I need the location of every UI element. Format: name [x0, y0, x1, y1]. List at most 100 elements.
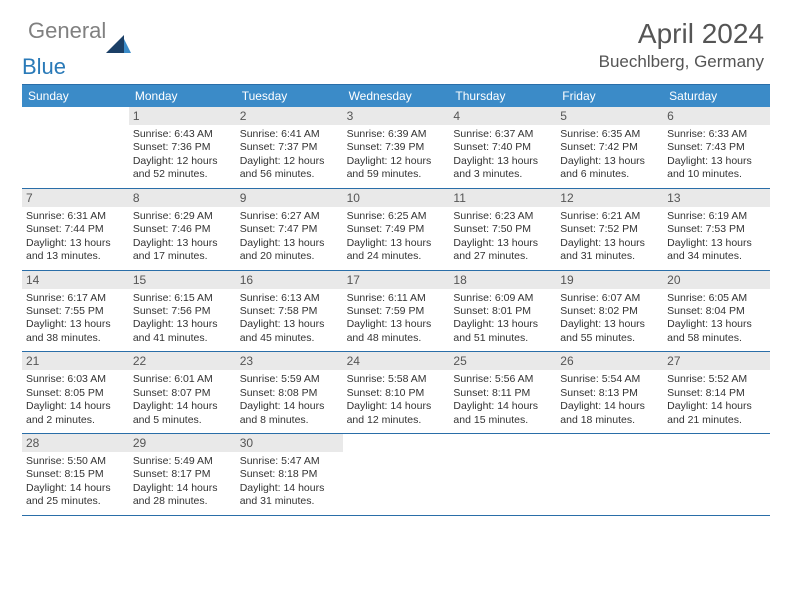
dow-tue: Tuesday — [236, 85, 343, 107]
sunset-text: Sunset: 7:39 PM — [347, 141, 446, 154]
day-cell: 1Sunrise: 6:43 AMSunset: 7:36 PMDaylight… — [129, 107, 236, 188]
daylight-text: and 2 minutes. — [26, 414, 125, 427]
day-cell — [556, 434, 663, 515]
daylight-text: Daylight: 13 hours — [347, 237, 446, 250]
day-cell: 13Sunrise: 6:19 AMSunset: 7:53 PMDayligh… — [663, 189, 770, 270]
daylight-text: Daylight: 13 hours — [240, 318, 339, 331]
sunset-text: Sunset: 8:04 PM — [667, 305, 766, 318]
daylight-text: Daylight: 14 hours — [560, 400, 659, 413]
day-cell: 11Sunrise: 6:23 AMSunset: 7:50 PMDayligh… — [449, 189, 556, 270]
day-number: 22 — [129, 352, 236, 370]
sunrise-text: Sunrise: 6:07 AM — [560, 292, 659, 305]
day-number: 9 — [236, 189, 343, 207]
sunset-text: Sunset: 7:50 PM — [453, 223, 552, 236]
day-cell — [343, 434, 450, 515]
day-of-week-header: Sunday Monday Tuesday Wednesday Thursday… — [22, 85, 770, 107]
daylight-text: and 55 minutes. — [560, 332, 659, 345]
sunset-text: Sunset: 7:43 PM — [667, 141, 766, 154]
week-row: 21Sunrise: 6:03 AMSunset: 8:05 PMDayligh… — [22, 352, 770, 434]
sunset-text: Sunset: 8:11 PM — [453, 387, 552, 400]
sunrise-text: Sunrise: 6:33 AM — [667, 128, 766, 141]
day-cell — [449, 434, 556, 515]
sunrise-text: Sunrise: 6:05 AM — [667, 292, 766, 305]
week-row: 14Sunrise: 6:17 AMSunset: 7:55 PMDayligh… — [22, 271, 770, 353]
day-number: 29 — [129, 434, 236, 452]
daylight-text: Daylight: 13 hours — [26, 318, 125, 331]
sunset-text: Sunset: 7:46 PM — [133, 223, 232, 236]
sunrise-text: Sunrise: 5:47 AM — [240, 455, 339, 468]
day-number: 23 — [236, 352, 343, 370]
sunrise-text: Sunrise: 5:52 AM — [667, 373, 766, 386]
day-number: 7 — [22, 189, 129, 207]
day-cell: 5Sunrise: 6:35 AMSunset: 7:42 PMDaylight… — [556, 107, 663, 188]
daylight-text: and 3 minutes. — [453, 168, 552, 181]
daylight-text: and 18 minutes. — [560, 414, 659, 427]
daylight-text: and 31 minutes. — [240, 495, 339, 508]
sunset-text: Sunset: 7:49 PM — [347, 223, 446, 236]
calendar: Sunday Monday Tuesday Wednesday Thursday… — [22, 84, 770, 516]
daylight-text: Daylight: 13 hours — [133, 237, 232, 250]
sunrise-text: Sunrise: 6:25 AM — [347, 210, 446, 223]
day-number: 5 — [556, 107, 663, 125]
sunset-text: Sunset: 7:56 PM — [133, 305, 232, 318]
daylight-text: Daylight: 13 hours — [453, 155, 552, 168]
sunset-text: Sunset: 8:07 PM — [133, 387, 232, 400]
day-number: 13 — [663, 189, 770, 207]
dow-sat: Saturday — [663, 85, 770, 107]
sunrise-text: Sunrise: 5:54 AM — [560, 373, 659, 386]
sunrise-text: Sunrise: 6:15 AM — [133, 292, 232, 305]
day-cell: 28Sunrise: 5:50 AMSunset: 8:15 PMDayligh… — [22, 434, 129, 515]
daylight-text: Daylight: 13 hours — [667, 155, 766, 168]
daylight-text: Daylight: 14 hours — [26, 482, 125, 495]
day-cell: 23Sunrise: 5:59 AMSunset: 8:08 PMDayligh… — [236, 352, 343, 433]
day-cell: 10 Sunrise: 6:25 AMSunset: 7:49 PMDayligh… — [343, 189, 450, 270]
sunset-text: Sunset: 7:53 PM — [667, 223, 766, 236]
day-cell: 6Sunrise: 6:33 AMSunset: 7:43 PMDaylight… — [663, 107, 770, 188]
daylight-text: and 6 minutes. — [560, 168, 659, 181]
sunset-text: Sunset: 8:17 PM — [133, 468, 232, 481]
daylight-text: Daylight: 14 hours — [667, 400, 766, 413]
day-number: 12 — [556, 189, 663, 207]
day-number: 11 — [449, 189, 556, 207]
sunrise-text: Sunrise: 6:03 AM — [26, 373, 125, 386]
dow-mon: Monday — [129, 85, 236, 107]
day-number: 15 — [129, 271, 236, 289]
daylight-text: and 38 minutes. — [26, 332, 125, 345]
daylight-text: and 58 minutes. — [667, 332, 766, 345]
sunset-text: Sunset: 7:44 PM — [26, 223, 125, 236]
day-number — [663, 434, 770, 452]
day-cell: 22Sunrise: 6:01 AMSunset: 8:07 PMDayligh… — [129, 352, 236, 433]
dow-fri: Friday — [556, 85, 663, 107]
daylight-text: and 17 minutes. — [133, 250, 232, 263]
daylight-text: and 15 minutes. — [453, 414, 552, 427]
sunset-text: Sunset: 7:52 PM — [560, 223, 659, 236]
day-number: 8 — [129, 189, 236, 207]
daylight-text: and 45 minutes. — [240, 332, 339, 345]
sunset-text: Sunset: 8:08 PM — [240, 387, 339, 400]
day-cell: 3Sunrise: 6:39 AMSunset: 7:39 PMDaylight… — [343, 107, 450, 188]
sunrise-text: Sunrise: 6:31 AM — [26, 210, 125, 223]
sunset-text: Sunset: 7:59 PM — [347, 305, 446, 318]
day-cell: 24Sunrise: 5:58 AMSunset: 8:10 PMDayligh… — [343, 352, 450, 433]
day-cell — [22, 107, 129, 188]
day-cell: 4Sunrise: 6:37 AMSunset: 7:40 PMDaylight… — [449, 107, 556, 188]
sunrise-text: Sunrise: 6:43 AM — [133, 128, 232, 141]
day-cell: 8Sunrise: 6:29 AMSunset: 7:46 PMDaylight… — [129, 189, 236, 270]
sunrise-text: Sunrise: 6:17 AM — [26, 292, 125, 305]
day-number: 26 — [556, 352, 663, 370]
daylight-text: Daylight: 13 hours — [560, 237, 659, 250]
daylight-text: Daylight: 13 hours — [560, 318, 659, 331]
day-number: 30 — [236, 434, 343, 452]
daylight-text: Daylight: 13 hours — [560, 155, 659, 168]
day-number: 10 — [343, 189, 450, 207]
day-number: 20 — [663, 271, 770, 289]
daylight-text: and 25 minutes. — [26, 495, 125, 508]
week-row: 1Sunrise: 6:43 AMSunset: 7:36 PMDaylight… — [22, 107, 770, 189]
sunrise-text: Sunrise: 6:37 AM — [453, 128, 552, 141]
location-label: Buechlberg, Germany — [599, 52, 764, 72]
day-number — [343, 434, 450, 452]
sunset-text: Sunset: 7:42 PM — [560, 141, 659, 154]
daylight-text: Daylight: 14 hours — [453, 400, 552, 413]
daylight-text: Daylight: 14 hours — [240, 400, 339, 413]
dow-wed: Wednesday — [343, 85, 450, 107]
